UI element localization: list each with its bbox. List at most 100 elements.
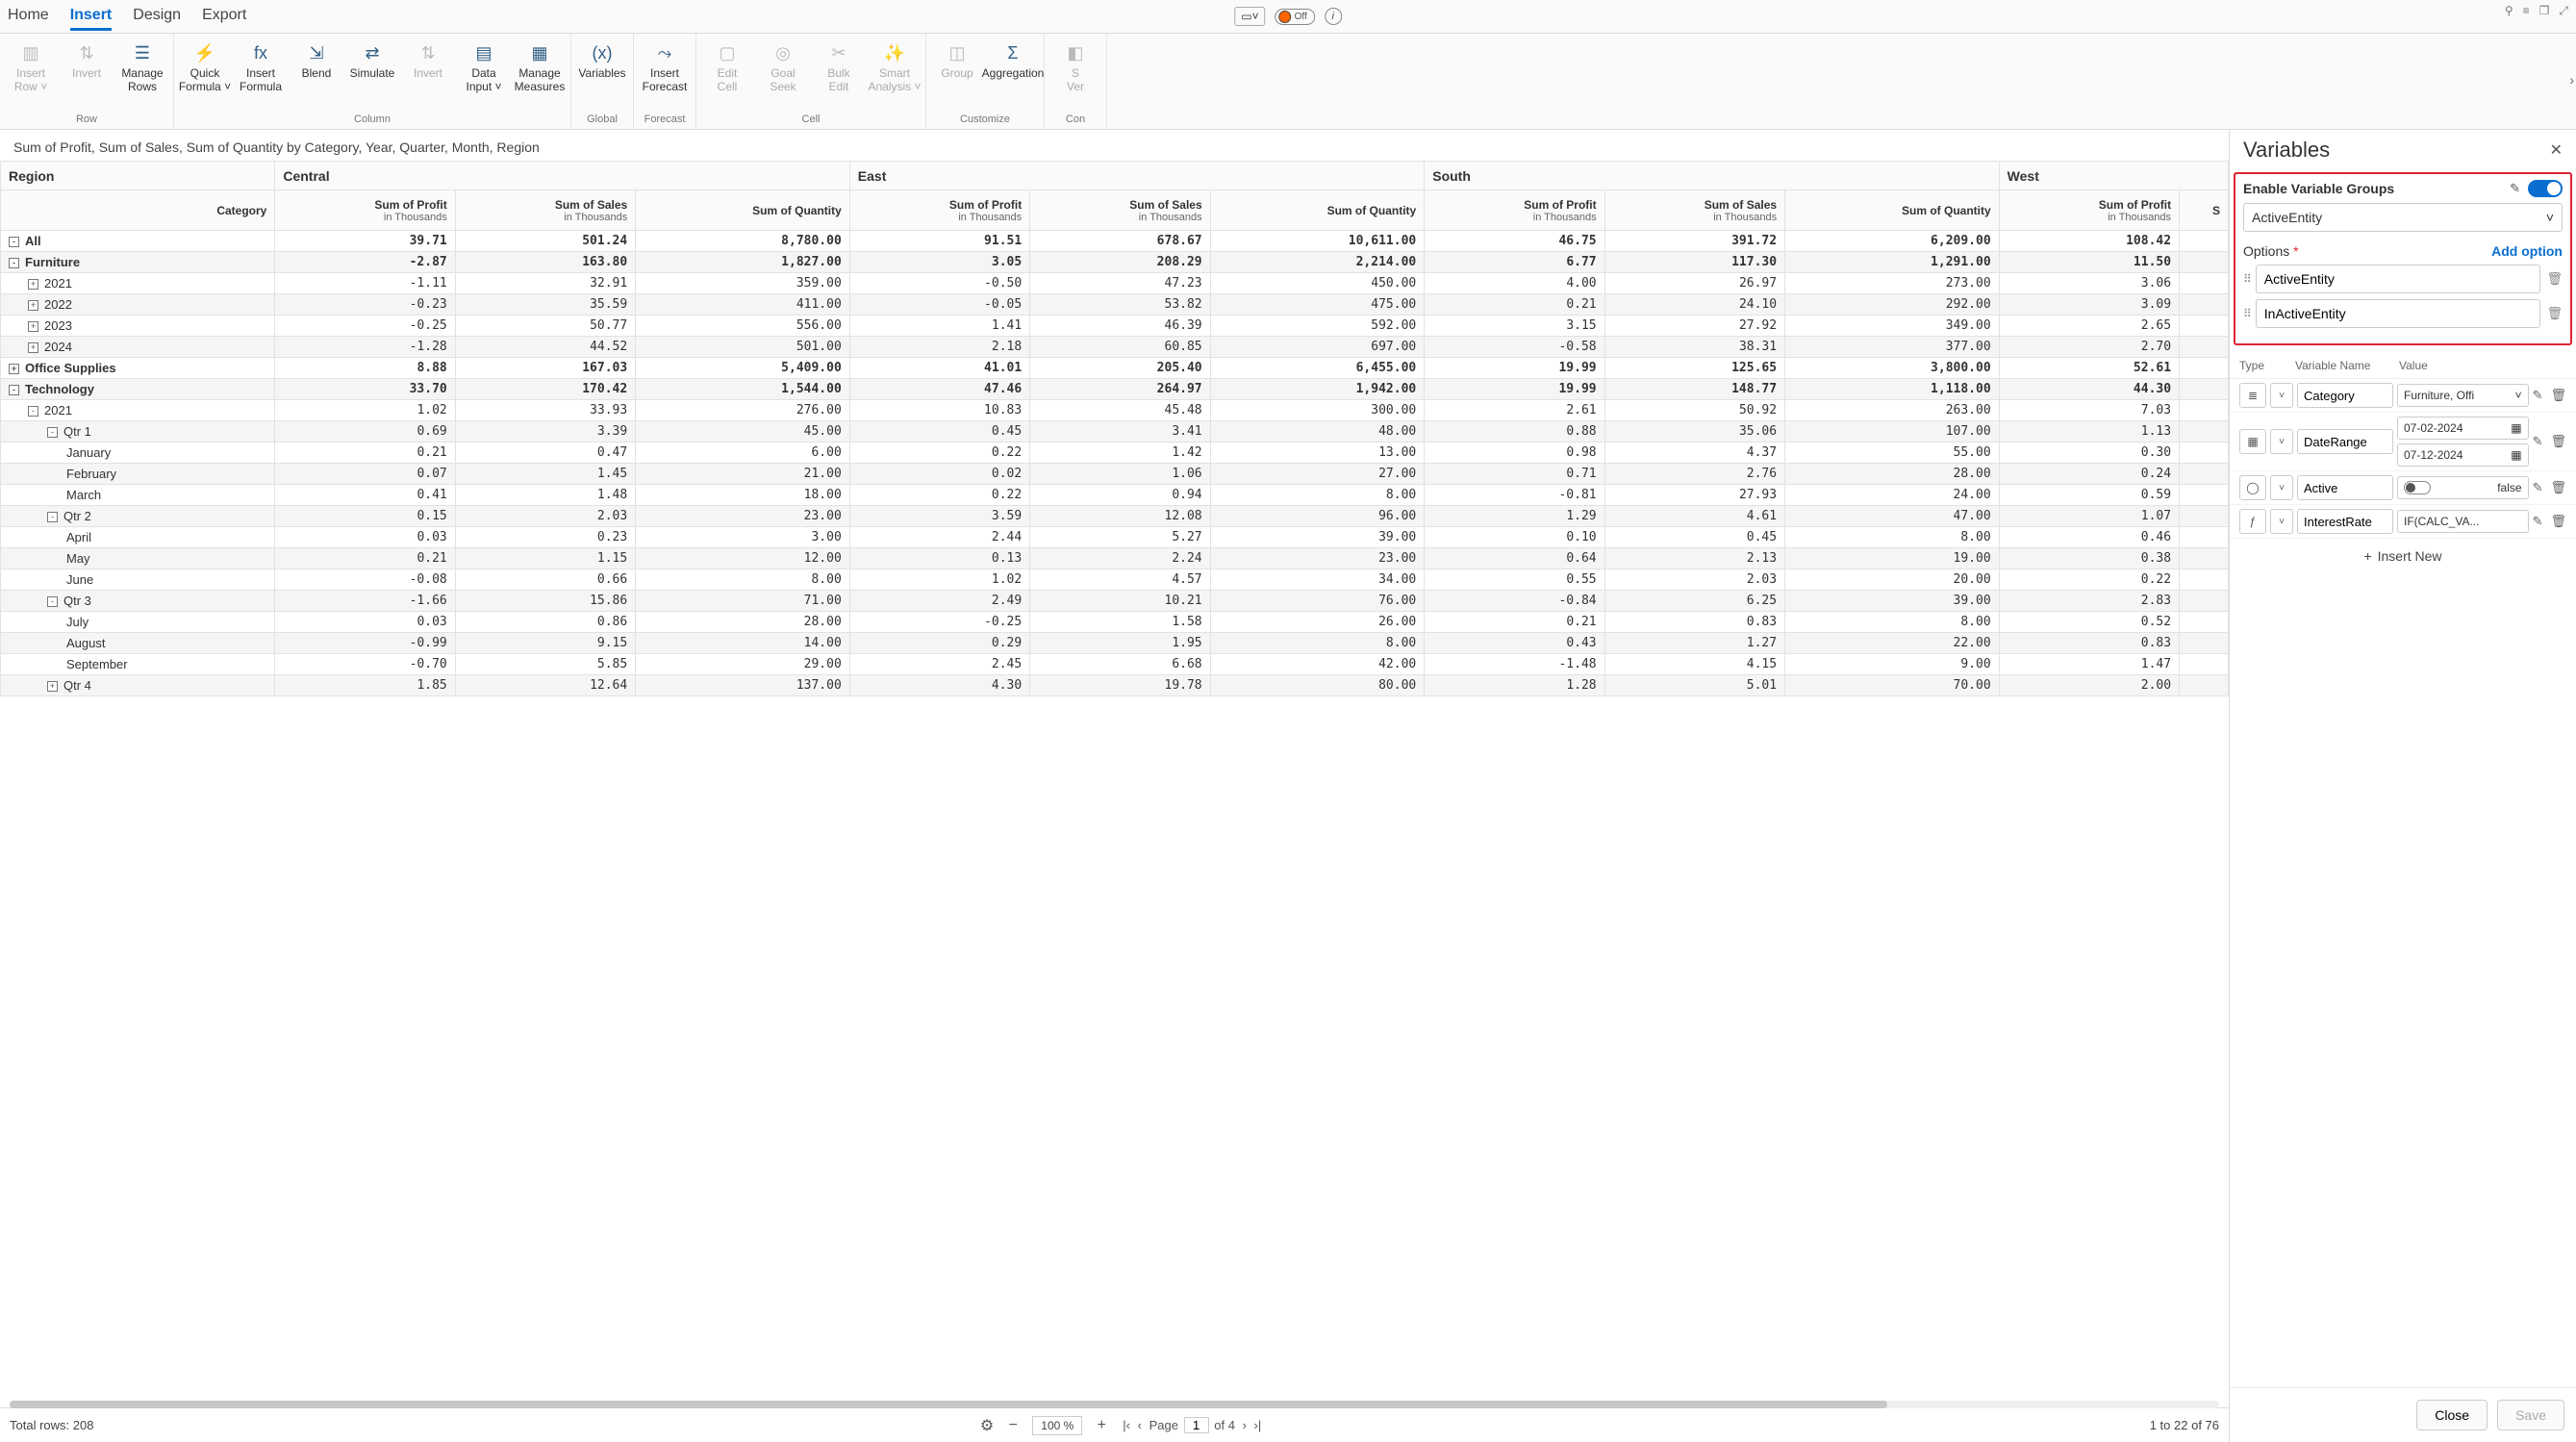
cell[interactable]: 391.72 <box>1604 231 1784 252</box>
cell[interactable]: 3.15 <box>1425 316 1604 337</box>
cell[interactable]: 1,942.00 <box>1210 379 1425 400</box>
cell[interactable]: 24.10 <box>1604 294 1784 316</box>
horizontal-scrollbar[interactable] <box>10 1401 2219 1408</box>
cell[interactable]: 0.46 <box>1999 527 2179 548</box>
cell[interactable]: 1.28 <box>1425 675 1604 696</box>
cell[interactable]: 0.24 <box>1999 464 2179 485</box>
cell[interactable]: 8.00 <box>1210 485 1425 506</box>
row-label[interactable]: March <box>1 485 275 506</box>
delete-icon[interactable]: 🗑 <box>2550 480 2566 495</box>
drag-handle-icon[interactable]: ⠿ <box>2243 307 2250 320</box>
cell[interactable]: 33.93 <box>455 400 635 421</box>
cell[interactable]: 2.44 <box>849 527 1029 548</box>
cell[interactable] <box>2180 485 2229 506</box>
cell[interactable]: 8.00 <box>1785 612 2000 633</box>
data-input[interactable]: ▤DataInput ˅ <box>457 38 511 94</box>
table-row[interactable]: June-0.080.668.001.024.5734.000.552.0320… <box>1 569 2229 591</box>
cell[interactable] <box>2180 316 2229 337</box>
cell[interactable]: -0.84 <box>1425 591 1604 612</box>
tree-toggle-icon[interactable]: - <box>9 258 19 268</box>
cell[interactable]: 5.85 <box>455 654 635 675</box>
cell[interactable]: 8.00 <box>636 569 850 591</box>
table-row[interactable]: -20211.0233.93276.0010.8345.48300.002.61… <box>1 400 2229 421</box>
cell[interactable]: 45.00 <box>636 421 850 443</box>
cell[interactable]: 475.00 <box>1210 294 1425 316</box>
calendar-icon[interactable]: ▦ <box>2511 421 2521 435</box>
cell[interactable]: 0.15 <box>275 506 455 527</box>
insert-forecast[interactable]: ⤳InsertForecast <box>638 38 692 94</box>
cell[interactable]: 29.00 <box>636 654 850 675</box>
cell[interactable]: 208.29 <box>1030 252 1210 273</box>
cell[interactable]: 5.27 <box>1030 527 1210 548</box>
cell[interactable]: 0.71 <box>1425 464 1604 485</box>
cell[interactable]: 80.00 <box>1210 675 1425 696</box>
cell[interactable]: 12.00 <box>636 548 850 569</box>
cell[interactable]: 23.00 <box>636 506 850 527</box>
cell[interactable]: 21.00 <box>636 464 850 485</box>
cell[interactable]: 1.02 <box>275 400 455 421</box>
cell[interactable]: 137.00 <box>636 675 850 696</box>
insert-new-button[interactable]: +Insert New <box>2230 539 2576 573</box>
var-value-input[interactable]: Furniture, Offi˅ <box>2397 384 2529 407</box>
cell[interactable]: 1,544.00 <box>636 379 850 400</box>
page-input[interactable] <box>1184 1417 1209 1433</box>
tree-toggle-icon[interactable]: + <box>47 681 58 692</box>
chevron-down-icon[interactable]: ˅ <box>2270 475 2293 500</box>
cell[interactable]: 50.92 <box>1604 400 1784 421</box>
drag-handle-icon[interactable]: ⠿ <box>2243 272 2250 286</box>
cell[interactable]: 1.27 <box>1604 633 1784 654</box>
cell[interactable] <box>2180 506 2229 527</box>
cell[interactable]: 125.65 <box>1604 358 1784 379</box>
cell[interactable]: 3,800.00 <box>1785 358 2000 379</box>
cell[interactable]: 1.47 <box>1999 654 2179 675</box>
cell[interactable]: 2.24 <box>1030 548 1210 569</box>
tree-toggle-icon[interactable]: + <box>28 321 38 332</box>
var-name-input[interactable] <box>2297 475 2393 500</box>
cell[interactable]: 1.06 <box>1030 464 1210 485</box>
cell[interactable]: 2.45 <box>849 654 1029 675</box>
variables[interactable]: (x)Variables <box>575 38 629 81</box>
cell[interactable]: 13.00 <box>1210 443 1425 464</box>
filter-icon[interactable]: ≡ <box>2523 4 2530 18</box>
cell[interactable]: 53.82 <box>1030 294 1210 316</box>
cell[interactable]: 46.39 <box>1030 316 1210 337</box>
cell[interactable]: 6,455.00 <box>1210 358 1425 379</box>
cell[interactable]: 117.30 <box>1604 252 1784 273</box>
table-row[interactable]: +Office Supplies8.88167.035,409.0041.012… <box>1 358 2229 379</box>
insert-formula[interactable]: fxInsertFormula <box>234 38 288 94</box>
cell[interactable] <box>2180 252 2229 273</box>
tree-toggle-icon[interactable]: + <box>28 300 38 311</box>
table-row[interactable]: -Qtr 10.693.3945.000.453.4148.000.8835.0… <box>1 421 2229 443</box>
cell[interactable] <box>2180 569 2229 591</box>
cell[interactable]: 0.98 <box>1425 443 1604 464</box>
cell[interactable]: 14.00 <box>636 633 850 654</box>
cell[interactable]: 42.00 <box>1210 654 1425 675</box>
cell[interactable]: 377.00 <box>1785 337 2000 358</box>
region-south[interactable]: South <box>1425 162 1999 190</box>
measure-header[interactable]: Sum of Quantity <box>1210 190 1425 231</box>
cell[interactable]: 8.88 <box>275 358 455 379</box>
cell[interactable]: 24.00 <box>1785 485 2000 506</box>
cell[interactable]: 9.00 <box>1785 654 2000 675</box>
cell[interactable]: 9.15 <box>455 633 635 654</box>
row-label[interactable]: -Technology <box>1 379 275 400</box>
cell[interactable] <box>2180 400 2229 421</box>
table-row[interactable]: August-0.999.1514.000.291.958.000.431.27… <box>1 633 2229 654</box>
cell[interactable]: 0.45 <box>1604 527 1784 548</box>
cell[interactable]: 0.21 <box>1425 294 1604 316</box>
var-name-input[interactable] <box>2297 429 2393 454</box>
cell[interactable]: 2.49 <box>849 591 1029 612</box>
cell[interactable]: 0.13 <box>849 548 1029 569</box>
cell[interactable]: 6,209.00 <box>1785 231 2000 252</box>
note-icon[interactable]: ▭˅ <box>1234 7 1265 26</box>
measure-header[interactable]: Sum of Quantity <box>636 190 850 231</box>
table-row[interactable]: February0.071.4521.000.021.0627.000.712.… <box>1 464 2229 485</box>
cell[interactable]: 411.00 <box>636 294 850 316</box>
cell[interactable] <box>2180 337 2229 358</box>
manage-rows[interactable]: ☰ManageRows <box>115 38 169 94</box>
cell[interactable]: 501.24 <box>455 231 635 252</box>
region-header[interactable]: Region <box>1 162 275 190</box>
cell[interactable]: 0.52 <box>1999 612 2179 633</box>
cell[interactable]: 501.00 <box>636 337 850 358</box>
cell[interactable]: 167.03 <box>455 358 635 379</box>
